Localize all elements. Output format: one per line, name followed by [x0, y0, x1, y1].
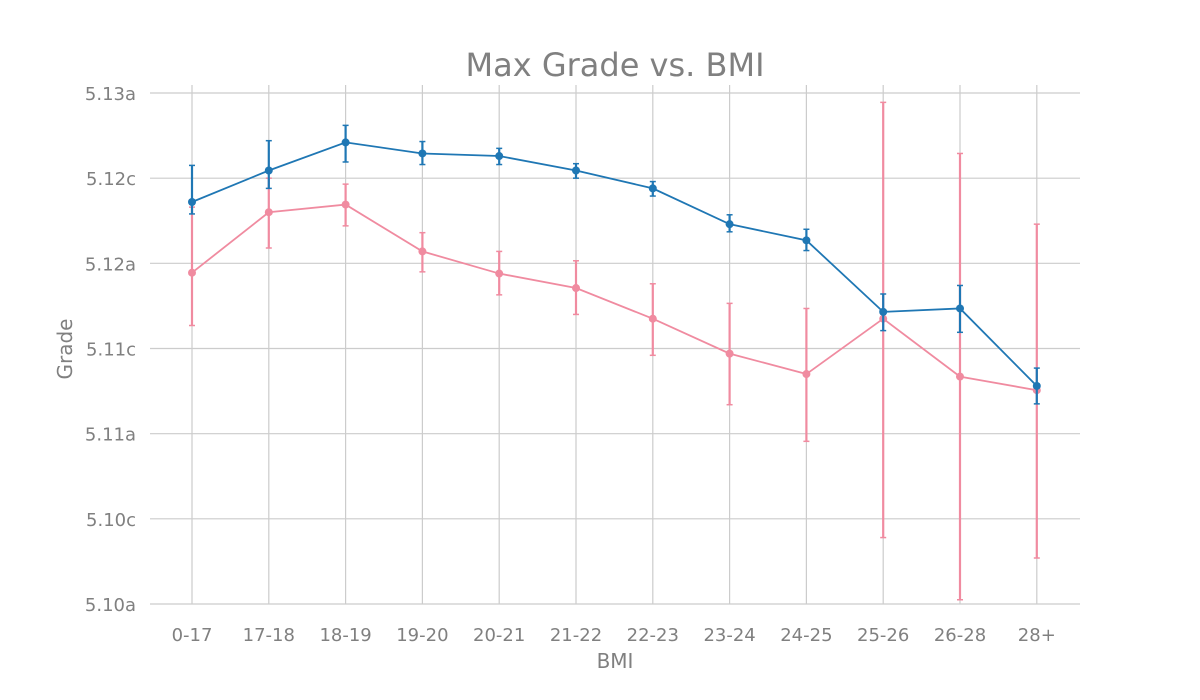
data-point	[341, 200, 350, 209]
data-point	[418, 247, 427, 256]
x-tick-label: 21-22	[550, 625, 602, 646]
x-tick-label: 17-18	[243, 625, 295, 646]
x-tick-label: 22-23	[627, 625, 679, 646]
x-axis-ticks: 0-17 17-18 18-19 19-20 20-21 21-22 22-23 23-24 2…	[172, 625, 1056, 646]
x-tick-label: 24-25	[780, 625, 832, 646]
data-point	[648, 184, 657, 193]
y-tick-label: 5.13a	[85, 84, 136, 105]
data-point	[341, 138, 350, 147]
x-tick-label: 20-21	[473, 625, 525, 646]
data-point	[264, 208, 273, 217]
data-point	[802, 236, 811, 245]
series-0	[188, 124, 1041, 405]
series-group	[188, 101, 1041, 601]
x-tick-label: 26-28	[934, 625, 986, 646]
data-point	[264, 166, 273, 175]
x-tick-label: 28+	[1018, 625, 1056, 646]
x-tick-label: 19-20	[396, 625, 448, 646]
data-point	[956, 304, 964, 313]
y-tick-label: 5.10a	[85, 595, 136, 616]
x-tick-label: 23-24	[703, 625, 755, 646]
data-point	[725, 349, 734, 358]
y-axis-label: Grade	[53, 319, 77, 380]
data-point	[495, 152, 504, 161]
data-point	[725, 220, 734, 229]
x-tick-label: 0-17	[172, 625, 213, 646]
data-point	[572, 166, 580, 175]
y-tick-label: 5.10c	[86, 510, 136, 531]
x-tick-label: 25-26	[857, 625, 909, 646]
x-tick-label: 18-19	[319, 625, 371, 646]
y-axis-ticks: 5.10a 5.10c 5.11a 5.11c 5.12a 5.12c 5.13a	[85, 84, 136, 616]
y-tick-label: 5.12a	[85, 254, 136, 275]
data-point	[1032, 381, 1041, 390]
data-point	[879, 307, 888, 316]
chart-title: Max Grade vs. BMI	[465, 46, 764, 84]
series-line	[191, 203, 1037, 392]
data-point	[495, 269, 504, 278]
y-tick-label: 5.11c	[86, 340, 136, 361]
data-point	[188, 198, 196, 207]
x-axis-label: BMI	[597, 649, 634, 673]
y-tick-label: 5.12c	[86, 169, 136, 190]
data-point	[188, 268, 196, 277]
series-1	[188, 101, 1041, 601]
data-point	[956, 372, 964, 381]
data-point	[418, 149, 427, 158]
y-tick-label: 5.11a	[85, 425, 136, 446]
data-point	[572, 284, 580, 293]
series-line	[191, 141, 1038, 387]
data-point	[802, 370, 811, 379]
data-point	[648, 314, 657, 323]
